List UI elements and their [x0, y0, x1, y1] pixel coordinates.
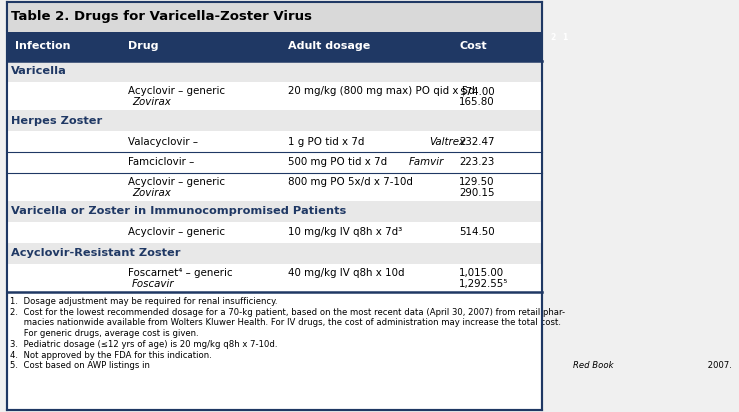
Text: 1,015.00: 1,015.00: [460, 268, 505, 279]
Text: 4.  Not approved by the FDA for this indication.: 4. Not approved by the FDA for this indi…: [10, 351, 211, 360]
Bar: [7, 2, 542, 32]
Text: 500 mg PO tid x 7d: 500 mg PO tid x 7d: [288, 157, 387, 167]
Text: For generic drugs, average cost is given.: For generic drugs, average cost is given…: [10, 329, 199, 338]
Text: 1,292.55⁵: 1,292.55⁵: [460, 279, 508, 289]
Text: macies nationwide available from Wolters Kluwer Health. For IV drugs, the cost o: macies nationwide available from Wolters…: [10, 318, 561, 328]
Bar: [7, 110, 542, 131]
Text: 5.  Cost based on AWP listings in: 5. Cost based on AWP listings in: [10, 361, 152, 370]
Text: Famvir: Famvir: [409, 157, 444, 167]
Text: 3.  Pediatric dosage (≤12 yrs of age) is 20 mg/kg q8h x 7-10d.: 3. Pediatric dosage (≤12 yrs of age) is …: [10, 340, 277, 349]
Text: 20 mg/kg (800 mg max) PO qid x 5d: 20 mg/kg (800 mg max) PO qid x 5d: [288, 86, 475, 96]
Text: Acyclovir-Resistant Zoster: Acyclovir-Resistant Zoster: [11, 248, 180, 258]
Text: 1: 1: [562, 33, 567, 42]
Text: Herpes Zoster: Herpes Zoster: [11, 116, 102, 126]
Text: 40 mg/kg IV q8h x 10d: 40 mg/kg IV q8h x 10d: [288, 268, 404, 279]
Text: Acyclovir – generic: Acyclovir – generic: [128, 177, 225, 187]
Text: Cost: Cost: [460, 41, 487, 51]
Text: 1.  Dosage adjustment may be required for renal insufficiency.: 1. Dosage adjustment may be required for…: [10, 297, 277, 306]
Text: Infection: Infection: [16, 41, 71, 51]
Bar: [7, 173, 542, 201]
Text: Famciclovir –: Famciclovir –: [128, 157, 197, 167]
Text: Varicella: Varicella: [11, 66, 67, 76]
Text: Varicella or Zoster in Immunocompromised Patients: Varicella or Zoster in Immunocompromised…: [11, 206, 346, 216]
Text: 2007.: 2007.: [705, 361, 732, 370]
Bar: [7, 82, 542, 110]
Text: 290.15: 290.15: [460, 188, 495, 198]
Text: Valacyclovir –: Valacyclovir –: [128, 137, 201, 147]
Text: 2.  Cost for the lowest recommended dosage for a 70-kg patient, based on the mos: 2. Cost for the lowest recommended dosag…: [10, 308, 565, 317]
Text: Valtrex: Valtrex: [429, 137, 465, 147]
Text: $74.00: $74.00: [460, 86, 495, 96]
Bar: [7, 222, 542, 243]
Text: 232.47: 232.47: [460, 137, 495, 147]
Text: Table 2. Drugs for Varicella-Zoster Virus: Table 2. Drugs for Varicella-Zoster Viru…: [11, 10, 312, 23]
Text: Foscarnet⁴ – generic: Foscarnet⁴ – generic: [128, 268, 232, 279]
Text: Red Book: Red Book: [573, 361, 613, 370]
Text: Foscavir: Foscavir: [132, 279, 174, 289]
Bar: [7, 264, 542, 292]
Text: 2: 2: [551, 33, 556, 42]
Text: Acyclovir – generic: Acyclovir – generic: [128, 86, 225, 96]
Text: 10 mg/kg IV q8h x 7d³: 10 mg/kg IV q8h x 7d³: [288, 227, 402, 237]
Text: Adult dosage: Adult dosage: [288, 41, 370, 51]
Bar: [7, 32, 542, 61]
Bar: [7, 152, 542, 173]
Text: 800 mg PO 5x/d x 7-10d: 800 mg PO 5x/d x 7-10d: [288, 177, 413, 187]
Text: 514.50: 514.50: [460, 227, 495, 237]
Text: 223.23: 223.23: [460, 157, 494, 167]
Text: Drug: Drug: [128, 41, 158, 51]
Text: 129.50: 129.50: [460, 177, 495, 187]
Text: Zovirax: Zovirax: [132, 188, 171, 198]
Text: Acyclovir – generic: Acyclovir – generic: [128, 227, 225, 237]
Bar: [7, 243, 542, 264]
Bar: [7, 61, 542, 82]
Bar: [7, 201, 542, 222]
Bar: [7, 131, 542, 152]
Text: 1 g PO tid x 7d: 1 g PO tid x 7d: [288, 137, 364, 147]
Text: 165.80: 165.80: [460, 97, 495, 107]
Text: Zovirax: Zovirax: [132, 97, 171, 107]
